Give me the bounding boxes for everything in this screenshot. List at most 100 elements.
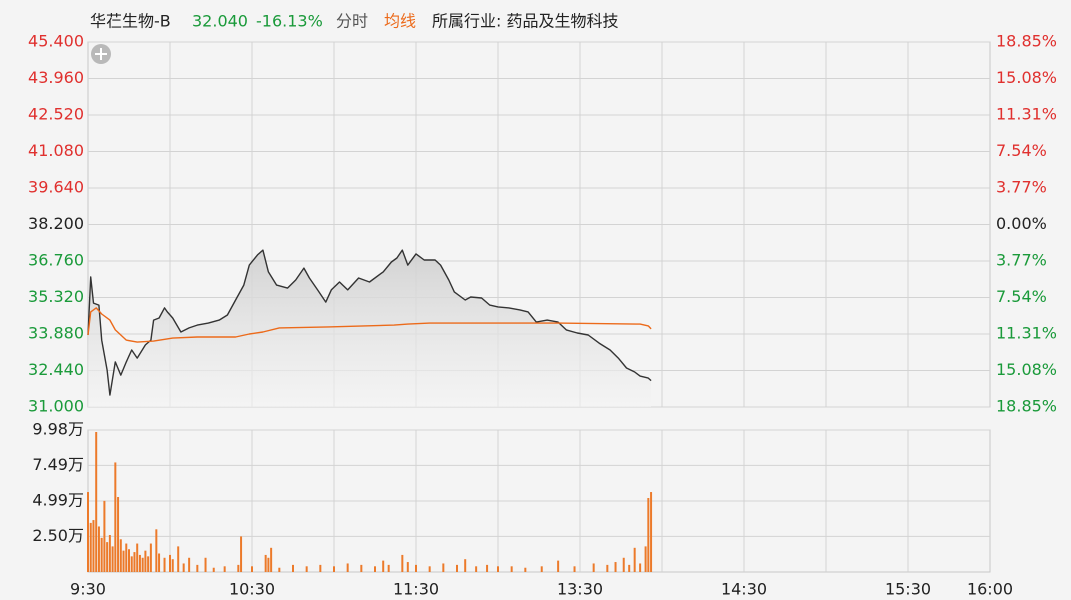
- x-tick-label: 10:30: [229, 580, 275, 599]
- volume-bar: [212, 567, 215, 572]
- volume-bar: [89, 522, 92, 572]
- volume-bar: [133, 552, 136, 572]
- legend-entry: 均线: [384, 12, 416, 31]
- y2-tick-label: 18.85%: [996, 32, 1057, 51]
- volume-bar: [114, 462, 117, 572]
- legend-entry: 分时: [336, 12, 368, 31]
- x-tick-label: 15:30: [885, 580, 931, 599]
- volume-bar: [278, 567, 281, 572]
- add-button[interactable]: [91, 44, 111, 64]
- volume-bar: [128, 549, 130, 572]
- volume-bar: [510, 566, 513, 572]
- y2-tick-label: 11.31%: [996, 324, 1057, 343]
- volume-bar: [622, 557, 625, 572]
- volume-bar: [647, 498, 650, 572]
- volume-bar: [406, 562, 409, 572]
- volume-bar: [415, 564, 417, 572]
- y-tick-label: 33.880: [28, 324, 84, 343]
- volume-bar: [163, 557, 166, 572]
- y-tick-label: 35.320: [28, 287, 84, 306]
- y2-tick-label: 18.85%: [996, 397, 1057, 416]
- volume-bar: [177, 546, 180, 572]
- volume-bar: [147, 556, 150, 572]
- volume-bar: [171, 559, 174, 572]
- price: 32.040: [192, 12, 248, 31]
- y-tick-label: 38.200: [28, 214, 84, 233]
- x-tick-label: 11:30: [393, 580, 439, 599]
- volume-bar: [125, 543, 128, 572]
- volume-bar: [155, 529, 158, 572]
- volume-bar: [138, 554, 141, 572]
- y2-tick-label: 11.31%: [996, 105, 1057, 124]
- volume-bar: [97, 526, 100, 572]
- volume-bar: [204, 557, 207, 572]
- y2-tick-label: 0.00%: [996, 214, 1047, 233]
- y2-tick-label: 3.77%: [996, 178, 1047, 197]
- volume-bar: [486, 564, 489, 572]
- volume-bar: [374, 566, 376, 572]
- volume-bar: [497, 566, 499, 572]
- y-tick-label: 41.080: [28, 141, 84, 160]
- volume-bar: [305, 566, 308, 572]
- header: 华芢生物-B 32.040 -16.13% 分时 均线 所属行业: 药品及生物科…: [90, 12, 618, 31]
- x-tick-label: 9:30: [70, 580, 106, 599]
- y2-tick-label: 15.08%: [996, 68, 1057, 87]
- volume-bar: [188, 557, 191, 572]
- volume-bar: [111, 546, 114, 572]
- volume-bar: [464, 559, 467, 572]
- volume-bar: [169, 554, 171, 572]
- volume-bar: [87, 492, 89, 572]
- volume-bar: [633, 547, 636, 572]
- volume-bar: [240, 536, 243, 572]
- volume-bar: [119, 539, 122, 572]
- volume-bar: [292, 564, 294, 572]
- volume-bar: [442, 563, 445, 572]
- volume-tick-label: 7.49万: [32, 455, 84, 474]
- y2-tick-label: 3.77%: [996, 251, 1047, 270]
- change: -16.13%: [256, 12, 323, 31]
- y-tick-label: 36.760: [28, 251, 84, 270]
- volume-bar: [650, 492, 653, 572]
- volume-bar: [95, 431, 98, 572]
- y-tick-label: 32.440: [28, 360, 84, 379]
- volume-bar: [158, 553, 161, 572]
- volume-bar: [382, 560, 385, 572]
- volume-tick-label: 4.99万: [32, 491, 84, 510]
- volume-bar: [103, 500, 106, 572]
- volume-bar: [360, 564, 363, 572]
- y2-tick-label: 7.54%: [996, 287, 1047, 306]
- average-line: [87, 307, 652, 343]
- volume-bar: [237, 564, 240, 572]
- volume-bar: [264, 554, 267, 572]
- volume-bar: [267, 557, 270, 572]
- volume-bar: [346, 563, 349, 572]
- volume-bar: [251, 566, 253, 572]
- volume-bar: [223, 566, 226, 572]
- y-tick-label: 43.960: [28, 68, 84, 87]
- volume-bar: [117, 497, 120, 572]
- y-tick-label: 39.640: [28, 178, 84, 197]
- volume-bar: [524, 567, 527, 572]
- volume-bar: [387, 564, 390, 572]
- volume-bar: [92, 520, 95, 572]
- volume-bar: [136, 543, 139, 572]
- volume-tick-label: 9.98万: [32, 420, 84, 439]
- volume-bar: [130, 556, 133, 572]
- y2-tick-label: 7.54%: [996, 141, 1047, 160]
- y-tick-label: 45.400: [28, 32, 84, 51]
- y2-tick-label: 15.08%: [996, 360, 1057, 379]
- volume-tick-label: 2.50万: [32, 526, 84, 545]
- volume-bar: [333, 566, 335, 572]
- price-line: [87, 249, 652, 396]
- volume-bar: [428, 566, 431, 572]
- volume-bar: [141, 557, 144, 572]
- volume-bar: [644, 546, 647, 572]
- volume-bar: [182, 563, 185, 572]
- x-tick-label: 14:30: [721, 580, 767, 599]
- volume-bar: [122, 550, 125, 572]
- price-area: [88, 250, 652, 407]
- volume-bar: [592, 563, 595, 572]
- volume-bar: [557, 560, 560, 572]
- volume-bar: [456, 564, 458, 572]
